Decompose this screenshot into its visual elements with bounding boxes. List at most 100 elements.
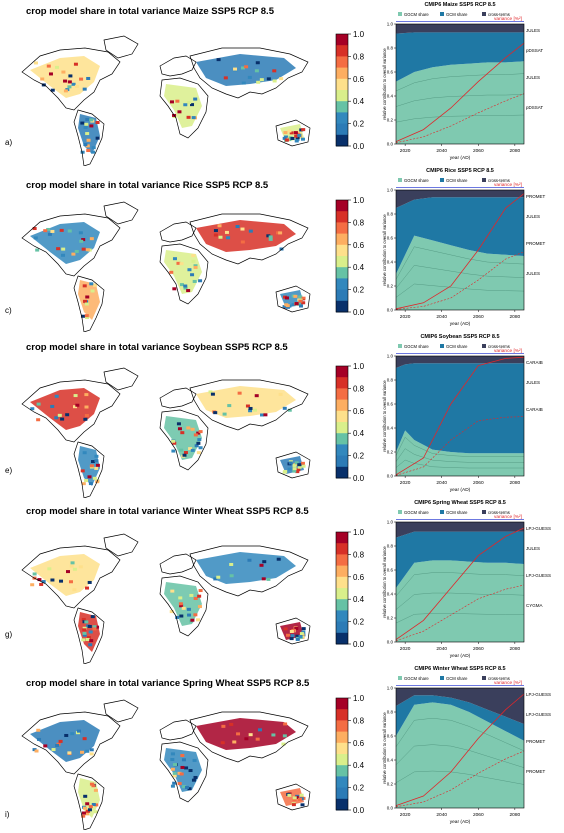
colorbar: 1.0 0.8 0.6 0.4 0.2 0.0: [335, 196, 365, 317]
grid-cell: [287, 129, 292, 133]
colorbar-tick-label: 0.2: [353, 286, 365, 295]
model-annotation: PROMET: [526, 194, 546, 199]
grid-cell: [175, 615, 180, 619]
grid-cell: [226, 236, 231, 240]
plot-frame: [395, 189, 525, 311]
grid-cell: [183, 286, 188, 290]
colorbar-tick-label: 0.6: [353, 407, 365, 416]
grid-cell: [196, 451, 201, 455]
variance-curve: [395, 693, 525, 806]
colorbar-swatch: [336, 455, 348, 468]
grid-cell: [292, 798, 297, 802]
grid-cell: [187, 613, 192, 617]
x-tick-label: 2060: [473, 148, 484, 154]
grid-cell: [67, 751, 72, 755]
grid-cell: [294, 302, 299, 306]
crop-area-region: [30, 554, 100, 596]
grid-cell: [283, 722, 288, 726]
grid-cell: [56, 247, 61, 251]
grid-cell: [88, 482, 93, 486]
colorbar-swatch: [336, 599, 348, 611]
grid-cell: [195, 618, 200, 622]
grid-cell: [81, 238, 86, 242]
grid-cell: [171, 439, 176, 443]
grid-cell: [247, 75, 252, 79]
x-axis-label: year (AD): [450, 321, 471, 327]
legend-label: cross-terms: [488, 676, 510, 681]
grid-cell: [257, 728, 262, 732]
grid-cell: [74, 249, 79, 253]
grid-cell: [296, 468, 301, 472]
coastline: [103, 699, 139, 723]
x-axis-label: year (AD): [450, 653, 471, 659]
grid-cell: [193, 265, 198, 269]
legend-label: GCM share: [446, 344, 468, 349]
grid-cell: [177, 427, 182, 431]
y-axis-label: relative contribution to overall varianc…: [382, 214, 387, 286]
grid-cell: [60, 417, 65, 421]
colorbar-swatch: [336, 256, 348, 268]
grid-cell: [72, 588, 77, 592]
grid-cell: [196, 431, 201, 435]
model-annotation: CARAIB: [526, 360, 543, 365]
ggcm-share-area: [396, 61, 524, 145]
legend: GGCM share GCM share cross-terms: [398, 344, 510, 349]
colorbar-swatch: [336, 565, 348, 578]
y-axis-label: relative contribution to overall varianc…: [382, 546, 387, 618]
grid-cell: [170, 758, 175, 762]
legend-label: GCM share: [446, 510, 468, 515]
map-geometry: [21, 699, 311, 830]
grid-cell: [191, 778, 196, 782]
colorbar-frame: [335, 697, 349, 811]
colorbar-tick-label: 0.8: [353, 384, 365, 393]
model-annotation: LPJ-GUESS: [526, 692, 551, 697]
grid-cell: [80, 469, 85, 473]
coastline: [103, 367, 139, 391]
legend-swatch: [482, 178, 486, 182]
grid-cell: [236, 732, 241, 736]
model-annotation: PROMET: [526, 241, 546, 246]
grid-cell: [84, 393, 89, 397]
grid-cell: [78, 565, 83, 569]
colorbar-tick-label: 0.2: [353, 784, 365, 793]
row-maize: crop model share in total variance Maize…: [0, 0, 564, 166]
colorbar-frame: [335, 365, 349, 479]
grid-cell: [260, 413, 265, 417]
colorbar-swatch: [336, 90, 348, 102]
colorbar: 1.0 0.8 0.6 0.4 0.2 0.0: [335, 528, 365, 649]
grid-cell: [197, 594, 202, 598]
area-chart: CMIP6 Spring Wheat SSP5 RCP 8.5 GGCM shar…: [382, 500, 551, 659]
y-tick-label: 1.0: [387, 354, 394, 359]
grid-cell: [177, 771, 182, 775]
coastline: [189, 213, 309, 265]
grid-cell: [87, 624, 92, 628]
grid-cell: [171, 449, 176, 453]
y-axis-label: relative contribution to overall varianc…: [382, 48, 387, 120]
grid-cell: [291, 803, 296, 807]
grid-cell: [300, 461, 305, 465]
grid-cell: [84, 302, 89, 306]
grid-cell: [278, 392, 283, 396]
grid-cell: [300, 803, 305, 807]
model-annotation: JULES: [526, 28, 540, 33]
grid-cell: [179, 604, 184, 608]
grid-cell: [301, 296, 306, 300]
grid-cell: [61, 70, 66, 74]
grid-cell: [272, 79, 277, 83]
grid-cell: [170, 752, 175, 756]
y-tick-label: 1.0: [387, 686, 394, 691]
grid-cell: [88, 805, 93, 809]
grid-cell: [301, 128, 306, 132]
grid-cell: [72, 567, 77, 571]
colorbar-swatch: [336, 731, 348, 744]
grid-cell: [179, 772, 184, 776]
crop-area-region: [164, 582, 202, 626]
grid-cell: [58, 739, 63, 743]
x-tick-label: 2020: [400, 148, 411, 154]
colorbar-tick-label: 1.0: [353, 30, 365, 39]
grid-cell: [175, 99, 180, 103]
ggcm-model-line: [395, 592, 525, 610]
panel-letter: a): [5, 138, 13, 147]
coastline: [21, 47, 121, 111]
grid-cell: [294, 795, 299, 799]
